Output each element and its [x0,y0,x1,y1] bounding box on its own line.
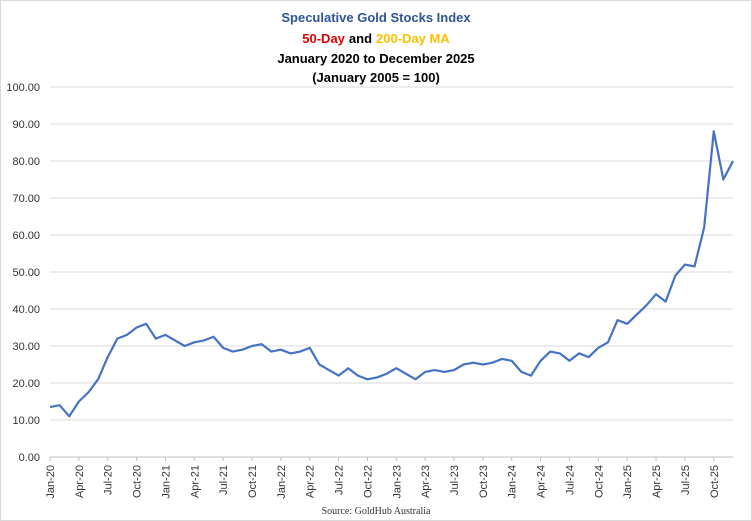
x-tick-label: Jan-25 [622,465,634,499]
x-tick-label: Jul-24 [564,465,576,495]
x-tick-label: Oct-24 [593,465,605,498]
x-tick-label: Apr-20 [74,465,86,498]
y-tick-label: 10.00 [12,415,40,427]
base-note: (January 2005 = 100) [312,70,440,85]
x-tick-label: Jul-22 [334,465,346,495]
x-tick-label: Jan-24 [507,465,519,499]
x-tick-label: Apr-25 [651,465,663,498]
x-tick-label: Oct-20 [132,465,144,498]
subtitle-and: and [349,31,372,46]
y-tick-label: 90.00 [12,119,40,131]
line-series [49,130,734,418]
subtitle-ma50: 50-Day [302,31,345,46]
x-tick-label: Apr-21 [189,465,201,498]
y-tick-label: 80.00 [12,156,40,168]
chart-period: January 2020 to December 2025 [277,51,474,66]
x-tick-label: Apr-23 [420,465,432,498]
y-tick-label: 50.00 [12,267,40,279]
y-tick-label: 40.00 [12,304,40,316]
chart-title: Speculative Gold Stocks Index [281,10,471,25]
x-tick-label: Jan-20 [45,465,57,499]
subtitle-ma200: 200-Day MA [376,31,450,46]
x-tick-label: Jul-23 [449,465,461,495]
y-tick-label: 70.00 [12,193,40,205]
y-tick-label: 100.00 [6,82,40,94]
x-tick-label: Jan-21 [160,465,172,499]
y-tick-label: 0.00 [19,452,40,464]
x-tick-label: Jan-23 [391,465,403,499]
y-tick-label: 20.00 [12,378,40,390]
x-tick-label: Oct-22 [362,465,374,498]
x-tick-label: Apr-22 [305,465,317,498]
x-tick-label: Oct-21 [247,465,259,498]
source: Source: GoldHub Australia [322,506,431,517]
x-tick-label: Oct-25 [709,465,721,498]
x-tick-label: Oct-23 [478,465,490,498]
x-tick-label: Apr-24 [536,465,548,498]
x-tick-label: Jul-20 [103,465,115,495]
x-tick-label: Jan-22 [276,465,288,499]
x-tick-label: Jul-21 [218,465,230,495]
x-tick-label: Jul-25 [680,465,692,495]
y-tick-label: 60.00 [12,230,40,242]
chart-subtitle: 50-Day and 200-Day MA [302,31,450,46]
y-tick-label: 30.00 [12,341,40,353]
